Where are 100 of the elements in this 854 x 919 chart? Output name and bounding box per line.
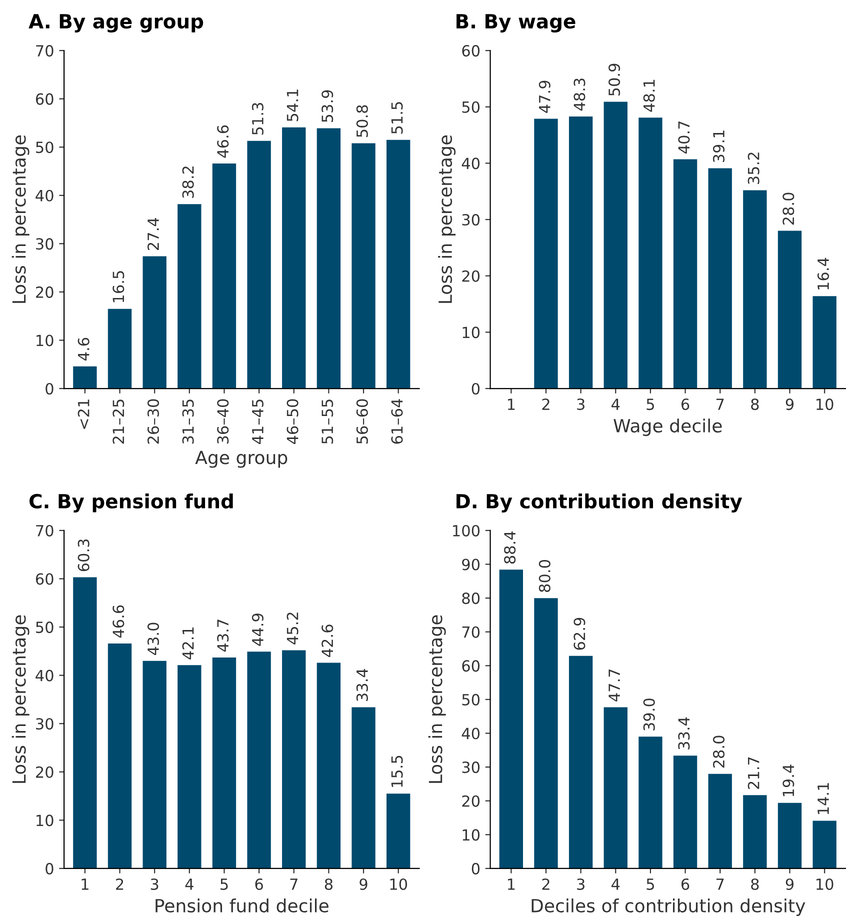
y-tick-label: 30 (462, 762, 480, 774)
x-tick-label: 8 (324, 878, 333, 890)
data-label: 40.7 (678, 121, 690, 154)
bar (142, 660, 166, 868)
bar (568, 656, 593, 868)
bar (743, 190, 767, 389)
x-tick-label: 46–50 (286, 399, 298, 444)
y-tick-label: 10 (462, 326, 480, 338)
bar (534, 118, 558, 389)
data-label: 39.0 (643, 698, 655, 730)
data-label: 54.1 (286, 90, 298, 122)
chart-title: D. By contribution density (456, 493, 742, 512)
x-tick-label: 61–64 (391, 399, 403, 444)
bar (604, 102, 628, 389)
data-label: 44.9 (252, 614, 264, 646)
y-axis-title: Loss in percentage (438, 135, 456, 303)
y-tick-label: 0 (46, 862, 54, 874)
data-label: 39.1 (712, 130, 725, 162)
bar (812, 296, 836, 389)
bar (386, 794, 410, 868)
y-tick-label: 80 (462, 592, 480, 604)
x-tick-label: 1 (508, 878, 515, 890)
y-tick-label: 20 (36, 286, 54, 298)
x-tick-label: 5 (646, 398, 654, 410)
x-tick-label: 41–45 (252, 400, 264, 444)
x-tick-label: 5 (220, 878, 228, 890)
x-tick-label: 2 (542, 398, 550, 410)
y-tick-label: 60 (36, 573, 54, 585)
data-label: 33.4 (678, 717, 690, 750)
bar (178, 204, 202, 389)
x-tick-label: 26–30 (147, 399, 160, 444)
data-label: 50.8 (356, 105, 368, 137)
y-tick-label: 0 (472, 382, 480, 395)
x-tick-label: 3 (577, 398, 584, 410)
x-tick-label: 56–60 (356, 399, 368, 444)
bar (108, 308, 132, 389)
data-label: 16.5 (112, 271, 124, 302)
x-axis-title: Pension fund decile (156, 898, 328, 912)
x-tick-label: 36–40 (217, 399, 229, 444)
data-label: 35.2 (748, 152, 760, 184)
data-label: 16.4 (817, 258, 829, 290)
x-axis-title: Age group (195, 450, 288, 468)
bar (108, 643, 132, 868)
y-axis-title: Loss in percentage (12, 615, 30, 783)
data-label: 51.5 (391, 102, 403, 134)
bar (778, 802, 802, 868)
data-label: 46.6 (217, 125, 229, 158)
data-label: 28.0 (782, 192, 794, 225)
bar (708, 168, 732, 389)
y-tick-label: 10 (36, 814, 54, 826)
data-label: 47.9 (538, 80, 550, 113)
bar (604, 707, 628, 868)
y-tick-label: 60 (462, 660, 480, 672)
bar (708, 774, 732, 868)
data-label: 43.7 (217, 620, 229, 652)
y-tick-label: 70 (36, 524, 54, 536)
y-tick-label: 40 (462, 158, 480, 170)
bar (638, 118, 662, 389)
x-tick-label: 8 (751, 878, 759, 890)
data-label: 45.2 (286, 612, 298, 644)
bar (212, 657, 236, 868)
bar (212, 164, 236, 389)
bar (812, 820, 836, 868)
data-label: 50.9 (608, 64, 620, 96)
y-tick-label: 20 (36, 766, 54, 778)
data-label: 42.6 (322, 624, 334, 657)
x-tick-label: 1 (508, 398, 515, 410)
y-tick-label: 20 (462, 270, 480, 282)
x-tick-label: 7 (716, 878, 724, 890)
x-tick-label: 21–25 (112, 400, 124, 444)
x-axis-title: Wage decile (614, 418, 722, 436)
bar (386, 140, 410, 389)
chart-title: C. By pension fund (30, 493, 233, 512)
x-tick-label: 6 (681, 878, 690, 890)
x-tick-label: 7 (716, 398, 724, 410)
y-tick-label: 50 (462, 694, 480, 706)
bar (73, 577, 97, 868)
x-tick-label: 5 (646, 878, 654, 890)
bar (743, 795, 767, 868)
data-label: 48.1 (643, 80, 655, 112)
y-tick-label: 60 (36, 93, 54, 105)
y-tick-label: 70 (462, 626, 480, 638)
y-tick-label: 0 (46, 382, 54, 395)
data-label: 38.2 (182, 166, 194, 198)
y-tick-label: 100 (453, 524, 480, 536)
x-tick-label: 1 (82, 878, 88, 890)
data-label: 14.1 (818, 783, 829, 814)
x-tick-label: 4 (612, 878, 620, 890)
data-label: 21.7 (748, 757, 760, 789)
x-tick-label: 6 (255, 878, 263, 890)
y-tick-label: 30 (36, 718, 54, 730)
x-tick-label: 6 (681, 398, 690, 410)
data-label: 62.9 (574, 618, 586, 650)
data-label: 60.3 (78, 539, 90, 572)
y-tick-label: 50 (462, 101, 480, 113)
data-label: 80.0 (538, 560, 550, 592)
bar (778, 230, 802, 389)
bar (568, 116, 593, 389)
x-axis-title: Deciles of contribution density (532, 898, 806, 916)
y-tick-label: 10 (36, 334, 54, 346)
